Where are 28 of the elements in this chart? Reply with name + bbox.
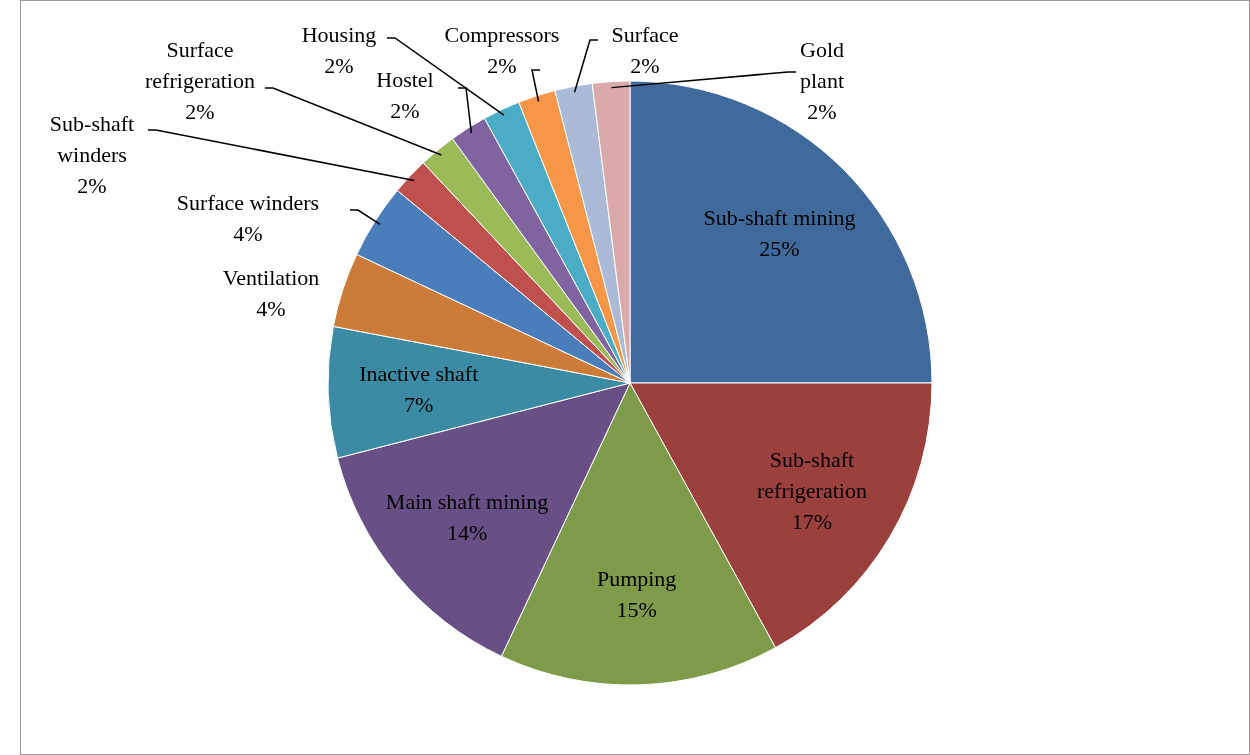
slice-label: Compressors [444,22,560,47]
slice-label: Surface [611,22,679,47]
data-label: 4% [233,221,263,246]
data-label: 25% [759,236,800,262]
data-label: 4% [256,296,286,321]
data-label: 2% [324,53,354,78]
data-label: 2% [185,99,215,124]
data-label: 7% [404,392,434,418]
slice-label: Sub-shaft refrigeration [756,446,867,503]
data-label: 2% [487,53,517,78]
data-label: 2% [390,98,420,123]
data-label: 2% [630,53,660,78]
slice-label: Ventilation [222,265,320,290]
data-label: 15% [616,596,657,622]
slice-label: Main shaft mining [385,489,549,515]
slice-label: Sub-shaft mining [703,205,856,231]
slice-label: Sub-shaft winders [49,111,135,167]
data-label: 14% [446,520,488,546]
slice-label: Surface refrigeration [145,37,255,93]
data-label: 17% [791,508,833,534]
slice-label: Hostel [376,67,434,92]
data-label: 2% [77,173,107,198]
slice-label: Pumping [596,565,677,591]
slice-label: Housing [301,22,377,47]
slice-label: Surface winders [176,190,320,215]
slice-label: Inactive shaft [359,361,479,387]
slice-label: Gold plant [800,37,844,93]
data-label: 2% [807,99,837,124]
